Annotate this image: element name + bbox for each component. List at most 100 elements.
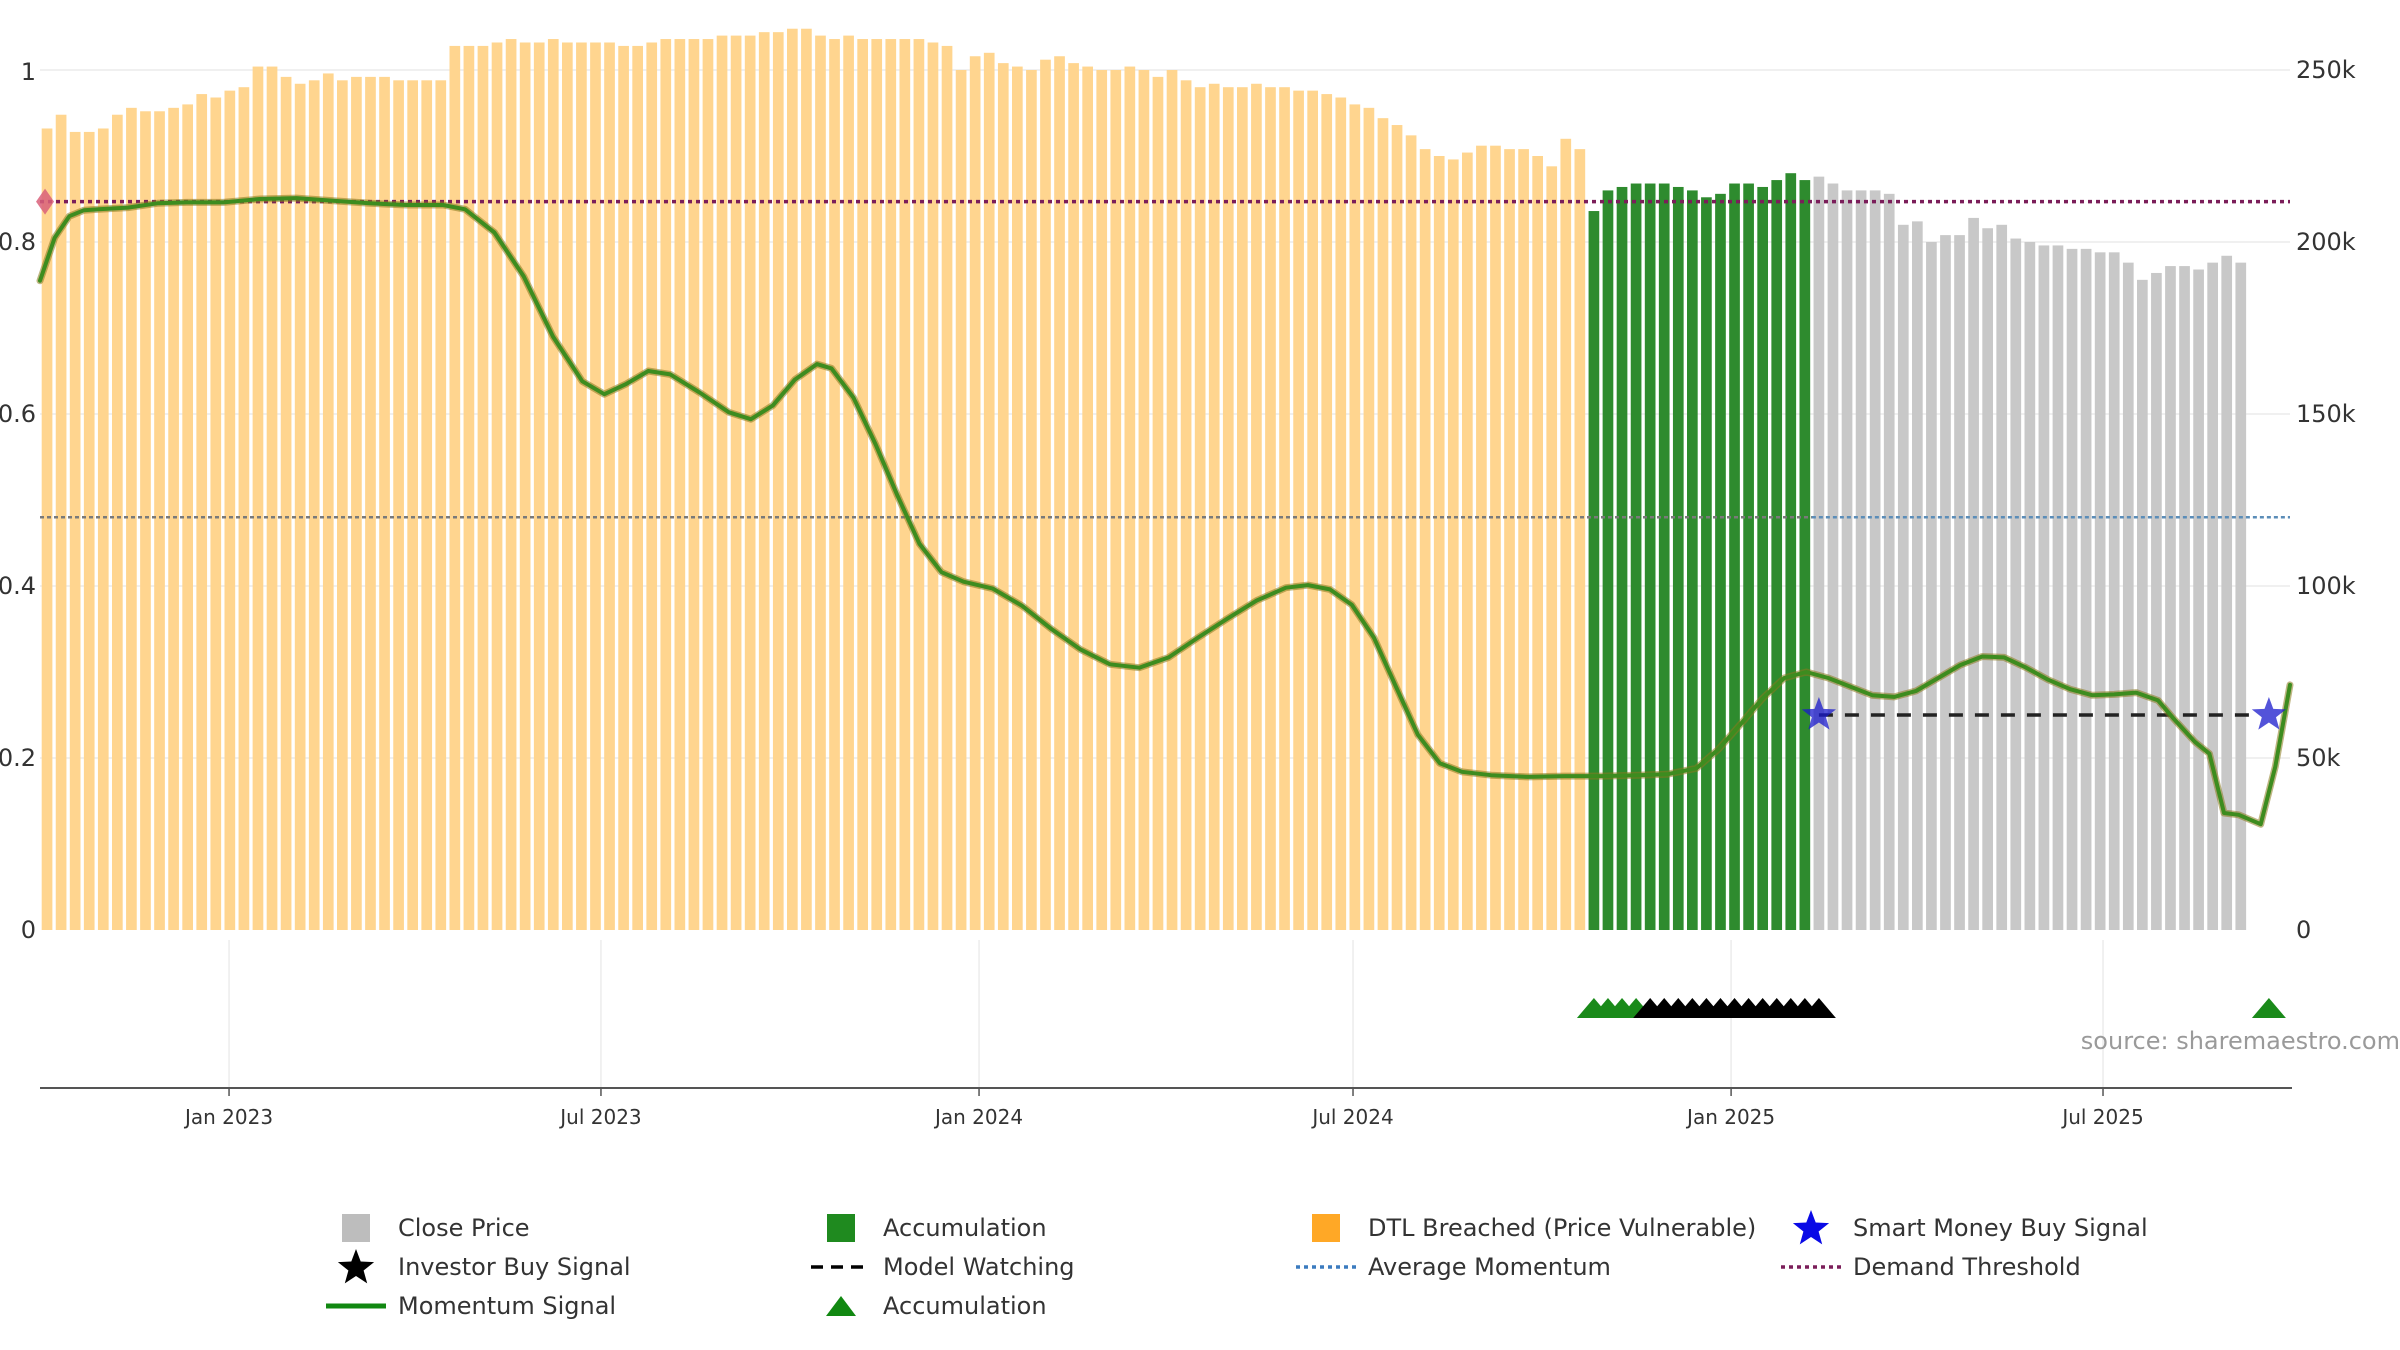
bar-dtl-breached <box>1321 94 1333 930</box>
legend-item-investor-buy: Investor Buy Signal <box>320 1249 631 1285</box>
bar-dtl-breached <box>688 39 700 931</box>
bar-dtl-breached <box>519 42 531 931</box>
bar-close-price <box>2108 252 2120 930</box>
bar-dtl-breached <box>505 39 517 931</box>
bar-accumulation <box>1715 193 1726 931</box>
bar-dtl-breached <box>899 39 911 931</box>
momentum-signal-line <box>38 196 2292 827</box>
legend-symbol-star-icon <box>1775 1210 1847 1246</box>
legend-symbol-square-icon <box>1290 1210 1362 1246</box>
bar-dtl-breached <box>379 76 390 930</box>
bar-dtl-breached <box>969 56 981 931</box>
bar-dtl-breached <box>1040 59 1051 931</box>
legend-symbol-square-icon <box>320 1210 392 1246</box>
bar-dtl-breached <box>815 35 826 931</box>
bar-dtl-breached <box>280 76 292 930</box>
legend-label: DTL Breached (Price Vulnerable) <box>1368 1214 1757 1242</box>
legend-item-smart-money: Smart Money Buy Signal <box>1775 1210 2148 1246</box>
bar-dtl-breached <box>1349 104 1361 930</box>
bar-dtl-breached <box>421 80 433 930</box>
bar-dtl-breached <box>210 97 222 930</box>
bar-dtl-breached <box>1490 145 1501 930</box>
legend-label: Average Momentum <box>1368 1253 1611 1281</box>
bar-accumulation <box>1644 183 1656 930</box>
bar-dtl-breached <box>1152 76 1164 930</box>
bar-close-price <box>1940 235 1951 930</box>
bar-dtl-breached <box>477 45 489 931</box>
bar-dtl-breached <box>1419 149 1431 930</box>
right-axis-tick-label: 200k <box>2296 228 2356 256</box>
right-axis-tick-label: 150k <box>2296 400 2356 428</box>
bar-dtl-breached <box>758 32 770 931</box>
bar-close-price <box>2235 262 2247 930</box>
bar-dtl-breached <box>829 39 840 931</box>
legend-item-average-momentum: Average Momentum <box>1290 1249 1611 1285</box>
legend-label: Momentum Signal <box>398 1292 617 1320</box>
bar-accumulation <box>1799 180 1811 930</box>
bar-dtl-breached <box>224 90 236 930</box>
bar-dtl-breached <box>1307 90 1318 930</box>
legend-label: Smart Money Buy Signal <box>1853 1214 2148 1242</box>
right-axis-tick-label: 0 <box>2296 916 2311 944</box>
bar-accumulation <box>1701 197 1712 930</box>
bar-dtl-breached <box>533 42 545 931</box>
bar-dtl-breached <box>1068 63 1079 931</box>
bar-close-price <box>2151 272 2162 931</box>
bar-close-price <box>2094 252 2106 930</box>
bar-dtl-breached <box>83 131 95 931</box>
triangle-accumulation <box>2251 998 2286 1018</box>
bar-dtl-breached <box>41 128 53 931</box>
legend-label: Accumulation <box>883 1214 1047 1242</box>
legend-label: Demand Threshold <box>1853 1253 2081 1281</box>
bar-dtl-breached <box>1532 156 1543 930</box>
bar-close-price <box>1968 217 1979 931</box>
bar-close-price <box>1982 228 1993 931</box>
bar-dtl-breached <box>1138 70 1150 930</box>
bar-close-price <box>1883 193 1895 931</box>
bar-accumulation <box>1743 183 1754 930</box>
bar-close-price <box>2207 262 2218 930</box>
bar-close-price <box>1813 176 1825 930</box>
bar-close-price <box>2052 245 2064 930</box>
bar-dtl-breached <box>1012 66 1023 930</box>
bar-accumulation <box>1616 186 1628 930</box>
bar-dtl-breached <box>547 39 559 931</box>
bar-dtl-breached <box>322 73 334 930</box>
bar-close-price <box>2221 255 2233 930</box>
legend-symbol-triangle-icon <box>805 1288 877 1324</box>
bar-dtl-breached <box>491 42 503 931</box>
legend-symbol-star-icon <box>320 1249 392 1285</box>
left-axis-tick-label: 0.2 <box>0 744 36 772</box>
bar-dtl-breached <box>463 45 475 931</box>
bar-close-price <box>2038 245 2050 930</box>
lines-layer <box>36 194 2294 828</box>
bar-dtl-breached <box>1026 70 1037 930</box>
legend-symbol-dot-icon <box>1290 1249 1362 1285</box>
bar-close-price <box>1897 224 1909 931</box>
bar-dtl-breached <box>801 28 812 931</box>
bar-dtl-breached <box>1546 166 1558 930</box>
x-axis-tick-label: Jan 2024 <box>933 1105 1023 1129</box>
bar-dtl-breached <box>252 66 264 930</box>
legend-item-accumulation-triangle: Accumulation <box>805 1288 1047 1324</box>
bar-dtl-breached <box>632 45 643 931</box>
bar-dtl-breached <box>1251 83 1262 930</box>
legend-item-demand-threshold: Demand Threshold <box>1775 1249 2081 1285</box>
bar-close-price <box>2080 248 2092 930</box>
legend-label: Close Price <box>398 1214 530 1242</box>
legend-symbol-square-icon <box>805 1210 877 1246</box>
bar-dtl-breached <box>604 42 615 931</box>
bar-dtl-breached <box>562 42 573 931</box>
bar-dtl-breached <box>1082 66 1093 930</box>
bar-dtl-breached <box>1405 135 1417 931</box>
bar-dtl-breached <box>1222 87 1234 930</box>
bar-dtl-breached <box>576 42 587 931</box>
bar-close-price <box>2122 262 2134 930</box>
bar-dtl-breached <box>1096 70 1108 930</box>
smart-money-buy-star <box>1801 697 1836 730</box>
bar-dtl-breached <box>308 80 320 930</box>
bar-dtl-breached <box>1518 149 1529 930</box>
bar-dtl-breached <box>69 131 81 931</box>
bar-dtl-breached <box>1279 87 1290 930</box>
